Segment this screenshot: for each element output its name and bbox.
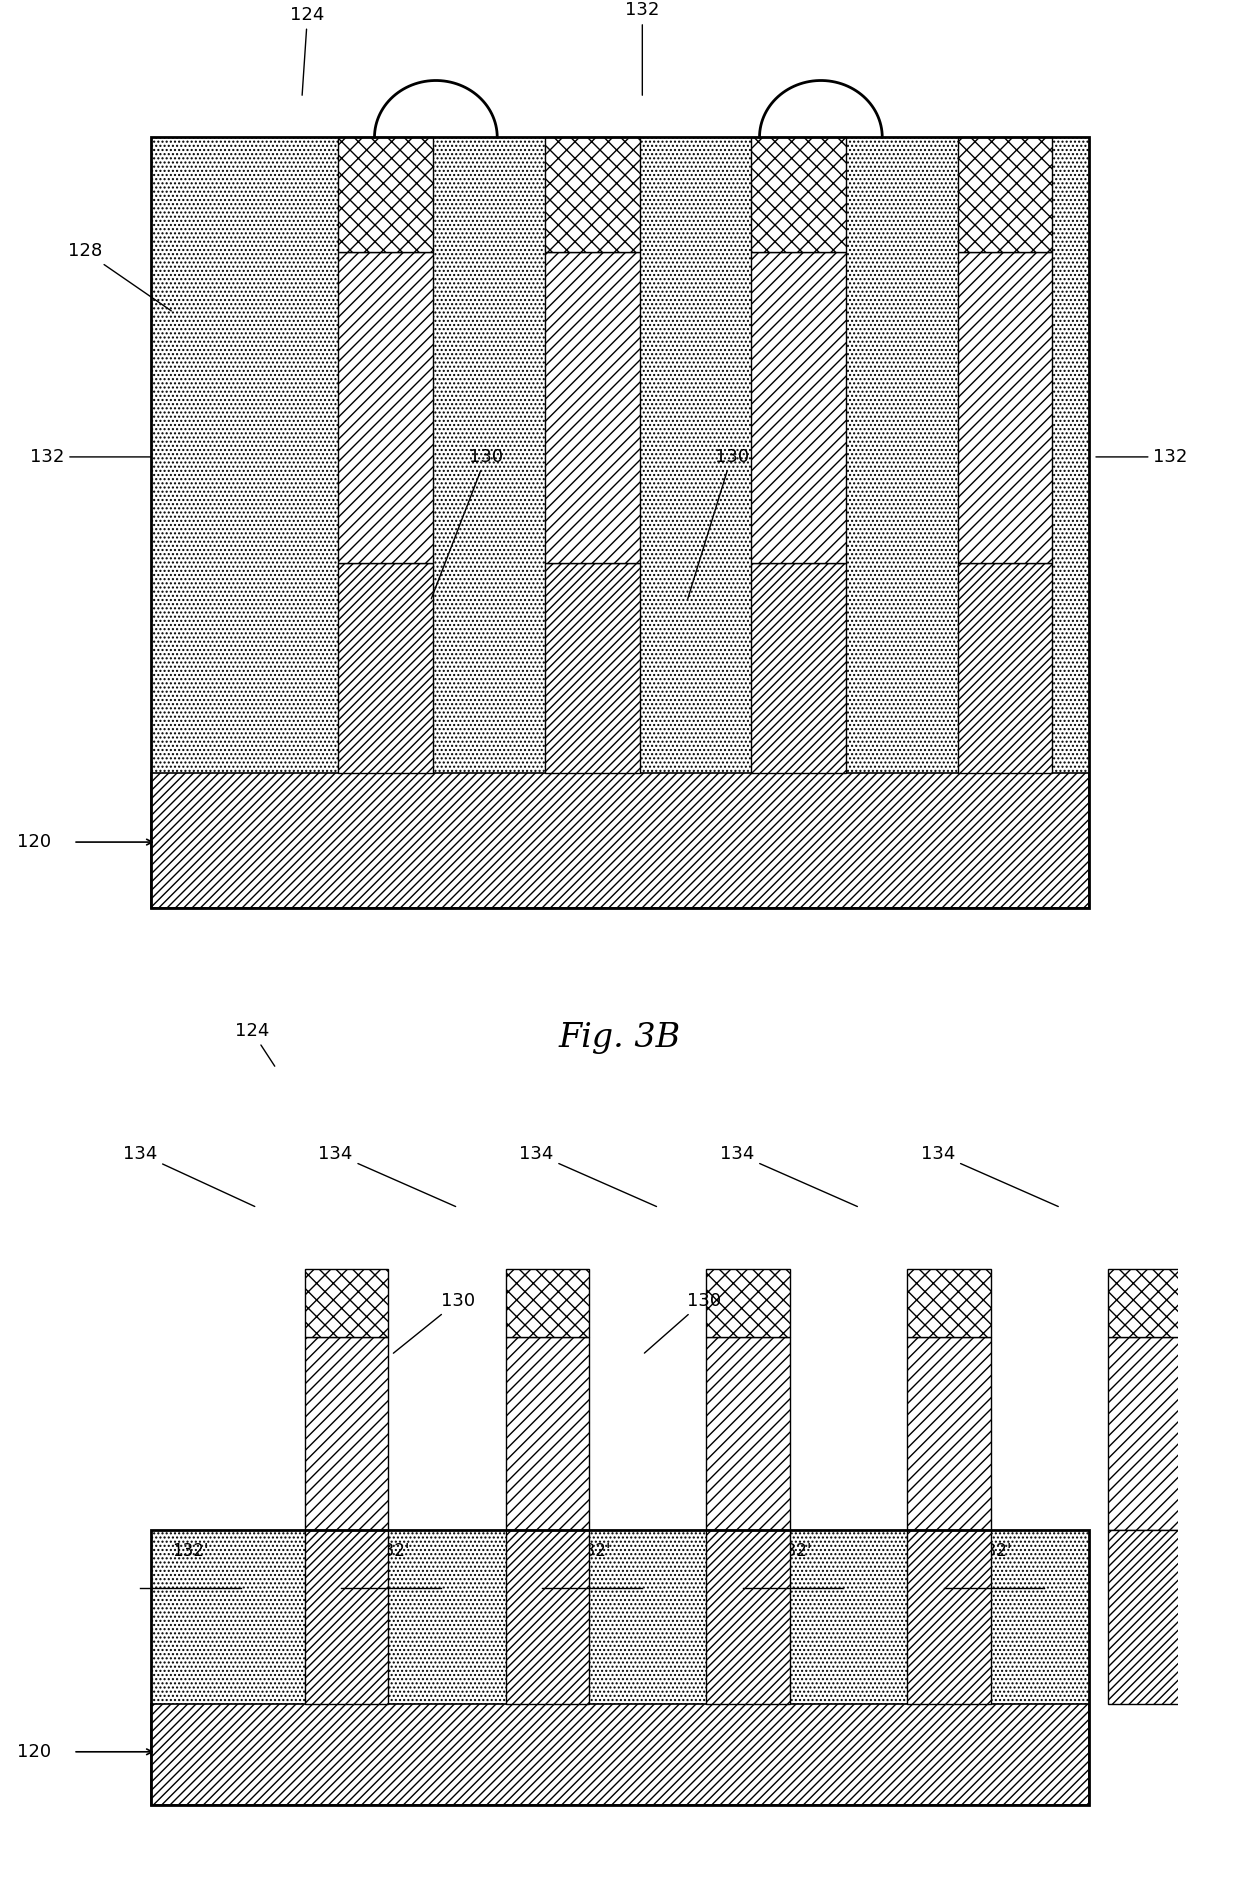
Bar	[707, 1269, 790, 1336]
Bar	[506, 1530, 589, 1705]
Text: 130: 130	[688, 447, 749, 599]
Bar	[707, 1530, 790, 1705]
Bar	[1109, 1530, 1192, 1705]
Bar	[339, 563, 433, 773]
Bar	[339, 137, 433, 251]
Bar	[751, 137, 846, 251]
Bar	[1109, 1336, 1192, 1530]
Text: 134: 134	[319, 1144, 455, 1207]
Bar	[151, 773, 1089, 908]
Text: 134: 134	[123, 1144, 254, 1207]
Bar	[151, 1705, 1089, 1804]
Text: 120: 120	[16, 834, 51, 851]
Text: 132: 132	[30, 447, 151, 466]
Text: 132': 132'	[172, 1541, 208, 1560]
Text: 130: 130	[393, 1292, 475, 1353]
Bar	[151, 137, 1089, 908]
Bar	[305, 1336, 388, 1530]
Text: 132': 132'	[775, 1541, 811, 1560]
Bar	[305, 1269, 388, 1336]
Bar	[957, 563, 1053, 773]
Bar	[957, 251, 1053, 563]
Bar	[506, 1269, 589, 1336]
Bar	[506, 1336, 589, 1530]
Bar	[957, 137, 1053, 251]
Bar	[544, 251, 640, 563]
Text: 120: 120	[16, 1743, 51, 1760]
Text: 134: 134	[720, 1144, 857, 1207]
Text: 134: 134	[921, 1144, 1058, 1207]
Text: 132: 132	[625, 2, 660, 95]
Bar	[908, 1336, 991, 1530]
Text: 130: 130	[432, 447, 503, 599]
Bar	[908, 1269, 991, 1336]
Bar	[151, 1530, 1089, 1705]
Bar	[544, 563, 640, 773]
Text: 134: 134	[520, 1144, 656, 1207]
Bar	[544, 137, 640, 251]
Text: 128: 128	[67, 242, 171, 310]
Bar	[305, 1530, 388, 1705]
Bar	[1109, 1269, 1192, 1336]
Bar	[339, 251, 433, 563]
Bar	[707, 1336, 790, 1530]
Text: 132': 132'	[373, 1541, 409, 1560]
Text: 132': 132'	[574, 1541, 610, 1560]
Text: 130: 130	[645, 1292, 720, 1353]
Bar	[751, 251, 846, 563]
Bar	[908, 1530, 991, 1705]
Text: 124: 124	[234, 1022, 275, 1066]
Bar	[151, 137, 1089, 773]
Text: 124: 124	[290, 6, 325, 95]
Text: 132: 132	[1096, 447, 1188, 466]
Text: Fig. 3B: Fig. 3B	[559, 1022, 681, 1054]
Bar	[151, 1530, 1089, 1804]
Bar	[751, 563, 846, 773]
Text: 132': 132'	[976, 1541, 1012, 1560]
